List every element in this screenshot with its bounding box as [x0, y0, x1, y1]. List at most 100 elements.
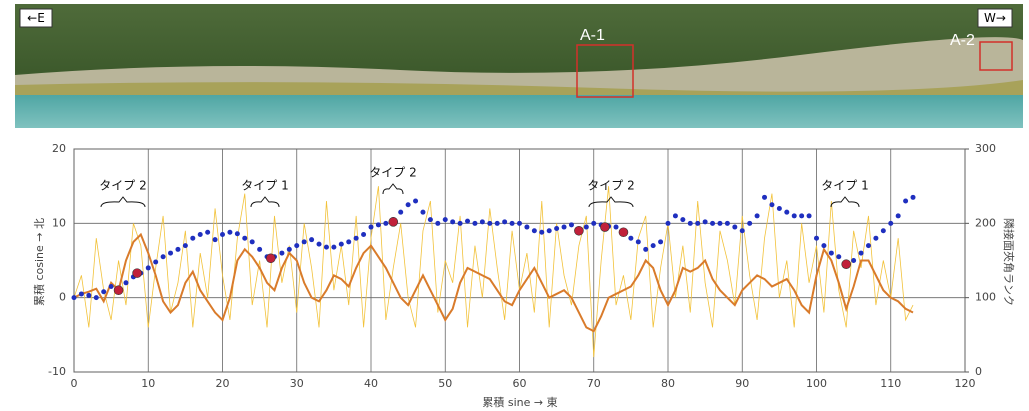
point: [361, 231, 367, 237]
point: [427, 217, 433, 223]
x-tick-label: 100: [806, 377, 827, 390]
point: [227, 229, 233, 235]
point: [502, 219, 508, 225]
series-line: [73, 232, 914, 333]
point: [479, 219, 485, 225]
point: [175, 246, 181, 252]
point: [249, 239, 255, 245]
point: [784, 209, 790, 215]
point: [388, 217, 399, 227]
point: [190, 235, 196, 241]
brace: [830, 196, 860, 208]
point: [836, 254, 842, 260]
point: [383, 220, 389, 226]
point: [658, 239, 664, 245]
y2-tick-label: 300: [975, 142, 996, 155]
point: [687, 220, 693, 226]
box-label: A-2: [950, 32, 975, 49]
point: [101, 289, 107, 295]
point: [301, 239, 307, 245]
direction-label: W→: [984, 11, 1006, 25]
point: [799, 213, 805, 219]
point: [754, 213, 760, 219]
point: [71, 295, 77, 301]
point: [323, 244, 329, 250]
x-tick-label: 120: [955, 377, 976, 390]
x-tick-label: 110: [880, 377, 901, 390]
point: [665, 220, 671, 226]
x-tick-label: 30: [290, 377, 304, 390]
point: [153, 259, 159, 265]
y-tick-label: 20: [52, 142, 66, 155]
point: [600, 222, 610, 232]
point: [346, 239, 352, 245]
x-tick-label: 0: [71, 377, 78, 390]
x-tick-label: 70: [587, 377, 601, 390]
point: [413, 198, 419, 204]
point: [494, 220, 500, 226]
point: [331, 244, 337, 250]
point: [618, 227, 629, 238]
point: [309, 237, 315, 243]
series-line: [73, 186, 914, 358]
x-tick-label: 10: [141, 377, 155, 390]
point: [265, 253, 276, 264]
point: [279, 250, 285, 256]
point: [234, 231, 240, 237]
point: [398, 209, 404, 215]
point: [583, 224, 589, 230]
point: [546, 228, 552, 234]
point: [108, 284, 114, 290]
point: [368, 224, 374, 230]
point: [123, 280, 129, 286]
point: [517, 220, 522, 226]
y2-axis-label: 隣接面夾角ランク: [1002, 218, 1016, 306]
point: [888, 220, 894, 226]
point: [294, 243, 300, 249]
point: [895, 213, 901, 219]
point: [865, 243, 871, 249]
point: [472, 220, 478, 226]
point: [680, 217, 686, 223]
annotation: タイプ 2: [369, 166, 416, 180]
point: [806, 213, 812, 219]
point: [145, 265, 151, 271]
box-label: A-1: [580, 27, 605, 44]
annotation: タイプ 1: [821, 179, 868, 193]
point: [93, 295, 99, 301]
x-tick-label: 60: [513, 377, 527, 390]
point: [160, 254, 166, 260]
point: [791, 213, 797, 219]
point: [375, 222, 381, 228]
point: [316, 241, 322, 247]
point: [86, 292, 92, 298]
point: [197, 231, 203, 237]
point: [628, 235, 634, 241]
point: [457, 220, 463, 226]
point: [574, 225, 584, 236]
point: [747, 220, 753, 226]
photo: ←E W→ A-1 A-2: [15, 4, 1023, 128]
point: [338, 241, 344, 247]
point: [710, 220, 716, 226]
point: [828, 250, 834, 256]
x-tick-label: 40: [364, 377, 378, 390]
point: [762, 194, 768, 200]
y-tick-label: -10: [48, 365, 66, 378]
point: [776, 205, 782, 211]
point: [814, 235, 819, 241]
y-axis-label: 累積 cosine → 北: [32, 218, 46, 306]
point: [531, 228, 537, 234]
brace: [250, 196, 280, 208]
point: [561, 224, 567, 230]
point: [132, 268, 142, 278]
y2-tick-label: 200: [975, 216, 996, 229]
y-tick-label: 0: [59, 291, 66, 304]
point: [212, 237, 218, 243]
point: [242, 235, 248, 241]
point: [420, 209, 426, 215]
point: [717, 220, 723, 226]
point: [405, 202, 411, 208]
point: [724, 220, 730, 226]
